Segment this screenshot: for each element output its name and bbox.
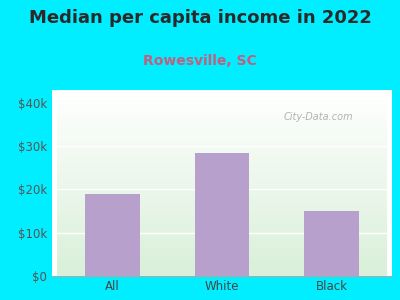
Text: Rowesville, SC: Rowesville, SC — [143, 54, 257, 68]
Bar — [304, 211, 359, 276]
Text: Median per capita income in 2022: Median per capita income in 2022 — [28, 9, 372, 27]
Bar — [194, 153, 250, 276]
Text: City-Data.com: City-Data.com — [283, 112, 353, 122]
Bar — [85, 194, 140, 276]
